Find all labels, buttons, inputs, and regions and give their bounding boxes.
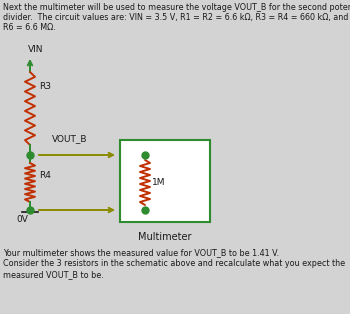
- Text: Your multimeter shows the measured value for VOUT_B to be 1.41 V.: Your multimeter shows the measured value…: [3, 248, 279, 257]
- Text: VIN: VIN: [28, 45, 43, 54]
- Bar: [120, 140, 210, 222]
- Text: Multimeter: Multimeter: [138, 232, 192, 242]
- Text: divider.  The circuit values are: VIN = 3.5 V, R1 = R2 = 6.6 kΩ, R3 = R4 = 660 k: divider. The circuit values are: VIN = 3…: [3, 13, 350, 22]
- Text: R3: R3: [39, 82, 51, 91]
- Text: Consider the 3 resistors in the schematic above and recalculate what you expect : Consider the 3 resistors in the schemati…: [3, 259, 345, 268]
- Text: measured VOUT_B to be.: measured VOUT_B to be.: [3, 270, 104, 279]
- Text: R6 = 6.6 MΩ.: R6 = 6.6 MΩ.: [3, 23, 56, 32]
- Text: R4: R4: [39, 171, 51, 180]
- Text: Next the multimeter will be used to measure the voltage VOUT_B for the second po: Next the multimeter will be used to meas…: [3, 3, 350, 12]
- Text: 1M: 1M: [152, 178, 166, 187]
- Text: VOUT_B: VOUT_B: [52, 134, 88, 143]
- Text: 0V: 0V: [16, 215, 28, 224]
